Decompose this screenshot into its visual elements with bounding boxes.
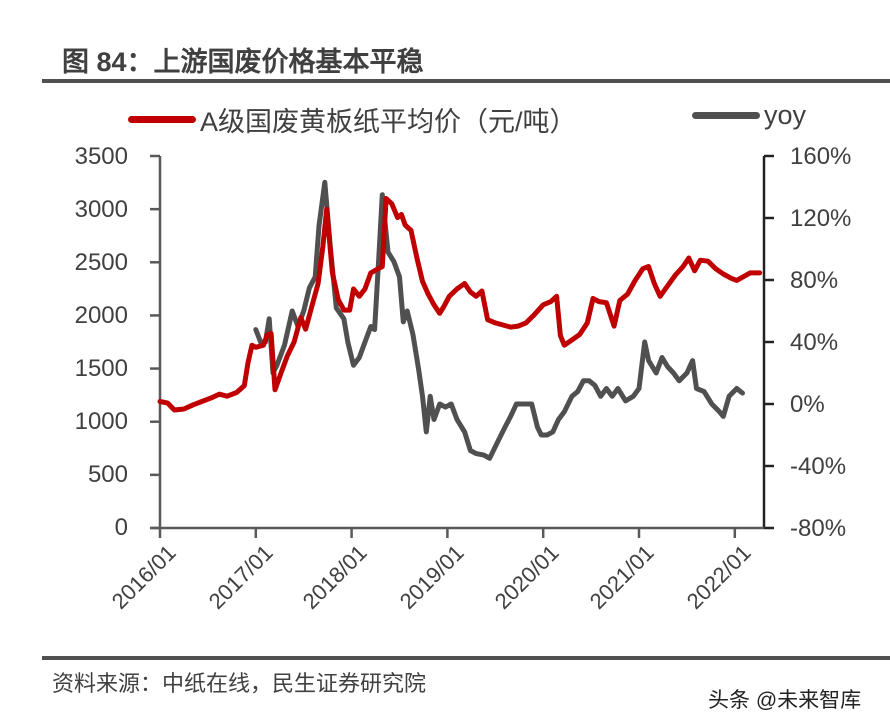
y-tick-label: 500: [87, 461, 128, 488]
legend-item-yoy: yoy: [692, 100, 806, 131]
legend: A级国废黄板纸平均价（元/吨） yoy: [0, 100, 890, 140]
legend-swatch-yoy: [692, 112, 760, 119]
legend-swatch-price: [128, 116, 196, 123]
left-axis-ticks: [150, 154, 160, 530]
footer-divider: [42, 656, 890, 660]
legend-label-price: A级国废黄板纸平均价（元/吨）: [200, 107, 577, 137]
right-axis-ticks: [764, 154, 774, 530]
y2-tick-label: 80%: [790, 267, 839, 294]
y-tick-label: 3500: [74, 143, 128, 170]
y2-tick-label: 160%: [790, 143, 852, 170]
title-divider: [42, 79, 890, 83]
legend-label-yoy: yoy: [764, 100, 807, 130]
y-tick-label: 2500: [74, 249, 128, 276]
y2-tick-label: -80%: [790, 515, 847, 542]
y-tick-label: 1500: [74, 355, 128, 382]
y2-tick-label: 0%: [790, 391, 825, 418]
y-tick-label: 1000: [74, 408, 128, 435]
y2-tick-label: 120%: [790, 205, 852, 232]
y2-tick-label: -40%: [790, 453, 847, 480]
x-axis-ticks: [158, 528, 737, 538]
chart-title: 图 84：上游国废价格基本平稳: [62, 47, 424, 77]
watermark: 头条 @未来智库: [708, 689, 862, 712]
y-tick-label: 0: [114, 514, 128, 541]
source-note: 资料来源：中纸在线，民生证券研究院: [52, 671, 427, 696]
price-line: [157, 196, 763, 413]
y-tick-label: 2000: [74, 302, 128, 329]
y2-tick-label: 40%: [790, 329, 839, 356]
y-tick-label: 3000: [74, 196, 128, 223]
legend-item-price: A级国废黄板纸平均价（元/吨）: [128, 100, 577, 139]
